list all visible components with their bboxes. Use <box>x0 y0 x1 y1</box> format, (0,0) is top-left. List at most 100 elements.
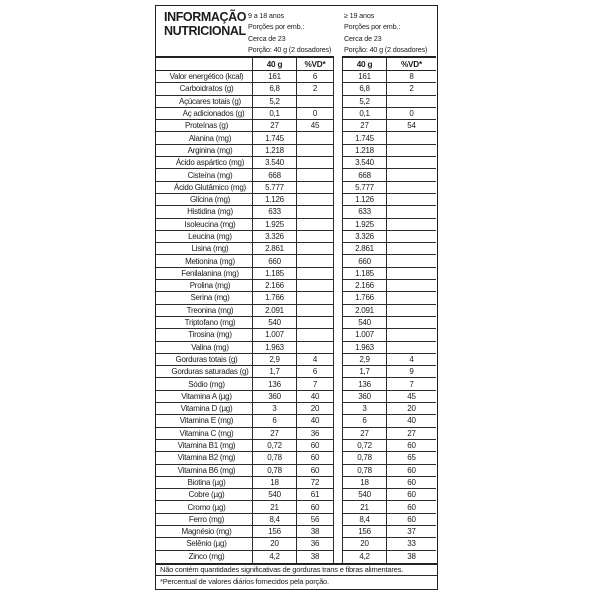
nutrient-label: Vitamina D (µg) <box>156 403 252 416</box>
servings-count-9-18: Cerca de 23 <box>248 33 286 43</box>
dv-value-9-18: 20 <box>296 403 334 416</box>
dv-value-19plus <box>386 329 436 342</box>
column-gap <box>334 145 342 157</box>
amount-value-9-18: 0,1 <box>252 107 296 121</box>
amount-value-9-18: 360 <box>252 390 296 404</box>
amount-value-9-18: 0,78 <box>252 464 296 477</box>
nutrient-label: Treonina (mg) <box>156 305 252 317</box>
amount-value-9-18: 3.540 <box>252 157 296 170</box>
amount-value-19plus: 5.777 <box>342 181 386 194</box>
servings-label-19plus: Porções por emb.: <box>344 22 401 32</box>
amount-value-19plus: 18 <box>342 476 386 490</box>
amount-value-19plus: 540 <box>342 316 386 330</box>
column-gap <box>334 415 342 427</box>
column-gap <box>334 169 342 181</box>
dv-value-9-18: 60 <box>296 464 334 477</box>
amount-value-19plus: 136 <box>342 378 386 391</box>
amount-value-19plus: 1.925 <box>342 218 386 231</box>
dv-value-9-18: 56 <box>296 513 334 526</box>
column-gap <box>334 280 342 292</box>
amount-value-19plus: 21 <box>342 501 386 514</box>
nutrient-label: Sódio (mg) <box>156 378 252 391</box>
amount-value-19plus: 161 <box>342 71 386 84</box>
dv-value-19plus <box>386 95 436 108</box>
column-gap <box>334 366 342 378</box>
amount-value-19plus: 2.091 <box>342 304 386 317</box>
dv-value-19plus: 60 <box>386 439 436 453</box>
dv-value-19plus <box>386 292 436 305</box>
amount-value-9-18: 6 <box>252 415 296 428</box>
table-row: Prolina (mg) 2.166 2.166 <box>156 280 437 293</box>
dv-value-19plus: 20 <box>386 403 436 416</box>
amount-value-9-18: 0,72 <box>252 439 296 453</box>
nutrient-label: Leucina (mg) <box>156 231 252 244</box>
dv-value-9-18: 2 <box>296 83 334 96</box>
column-gap <box>334 305 342 317</box>
table-row: Vitamina B2 (mg) 0,78 60 0,78 65 <box>156 452 437 465</box>
dv-value-19plus <box>386 255 436 268</box>
dv-value-19plus <box>386 193 436 207</box>
dv-value-9-18: 45 <box>296 120 334 133</box>
rows: Valor energético (kcal) 161 6 161 8 Carb… <box>156 71 437 563</box>
dv-value-9-18: 7 <box>296 378 334 391</box>
column-gap <box>334 452 342 464</box>
column-gap <box>334 56 342 71</box>
table-row: Magnésio (mg) 156 38 156 37 <box>156 525 437 539</box>
column-gap <box>334 428 342 440</box>
column-gap <box>334 83 342 95</box>
amount-value-19plus: 3.540 <box>342 157 386 170</box>
table-row: Açúcares totais (g) 5,2 5,2 <box>156 95 437 108</box>
dv-value-9-18 <box>296 157 334 170</box>
dv-value-19plus: 60 <box>386 513 436 526</box>
nutrient-label: Vitamina C (mg) <box>156 428 252 440</box>
amount-value-9-18: 2,9 <box>252 353 296 367</box>
column-gap <box>334 108 342 120</box>
table-row: Valina (mg) 1.963 1.963 <box>156 341 437 354</box>
portion-size-9-18: Porção: 40 g (2 dosadores) <box>248 45 332 55</box>
column-header-amount-19plus: 40 g <box>342 56 386 71</box>
dv-value-9-18: 38 <box>296 550 334 563</box>
nutrient-label: Vitamina B2 (mg) <box>156 452 252 465</box>
table-row: Sódio (mg) 136 7 136 7 <box>156 378 437 391</box>
column-gap <box>334 132 342 144</box>
column-gap <box>334 120 342 132</box>
dv-value-9-18: 60 <box>296 452 334 465</box>
dv-value-9-18: 4 <box>296 353 334 367</box>
dv-value-19plus <box>386 243 436 256</box>
column-gap <box>334 526 342 538</box>
column-gap <box>334 317 342 329</box>
table-row: Serina (mg) 1.766 1.766 <box>156 292 437 305</box>
column-header-row: 40 g %VD* 40 g %VD* <box>156 56 437 71</box>
amount-value-9-18: 5,2 <box>252 95 296 108</box>
dv-value-9-18 <box>296 255 334 268</box>
amount-value-19plus: 0,1 <box>342 107 386 121</box>
table-row: Gorduras saturadas (g) 1,7 6 1,7 9 <box>156 366 437 379</box>
table-row: Vitamina E (mg) 6 40 6 40 <box>156 415 437 428</box>
servings-count-19plus: Cerca de 23 <box>344 33 382 43</box>
nutrient-label: Carboidratos (g) <box>156 83 252 96</box>
dv-value-19plus: 38 <box>386 550 436 563</box>
dv-value-19plus <box>386 230 436 244</box>
amount-value-9-18: 1.745 <box>252 132 296 145</box>
dv-value-19plus: 8 <box>386 71 436 84</box>
column-gap <box>334 182 342 194</box>
nutrient-label: Vitamina B6 (mg) <box>156 465 252 477</box>
amount-value-19plus: 27 <box>342 427 386 440</box>
amount-value-19plus: 540 <box>342 489 386 502</box>
dv-value-9-18 <box>296 292 334 305</box>
dv-value-9-18 <box>296 243 334 256</box>
nutrient-label: Ácido Glutâmico (mg) <box>156 182 252 194</box>
amount-value-9-18: 2.861 <box>252 243 296 256</box>
amount-value-19plus: 2.166 <box>342 280 386 293</box>
amount-value-19plus: 0,78 <box>342 464 386 477</box>
column-gap <box>334 465 342 477</box>
dv-value-19plus <box>386 181 436 194</box>
nutrient-label: Ácido aspártico (mg) <box>156 157 252 170</box>
dv-value-9-18 <box>296 169 334 182</box>
column-gap <box>334 96 342 108</box>
table-row: Vitamina D (µg) 3 20 3 20 <box>156 403 437 416</box>
table-row: Metionina (mg) 660 660 <box>156 255 437 268</box>
amount-value-9-18: 6,8 <box>252 83 296 96</box>
table-row: Vitamina A (µg) 360 40 360 45 <box>156 390 437 404</box>
